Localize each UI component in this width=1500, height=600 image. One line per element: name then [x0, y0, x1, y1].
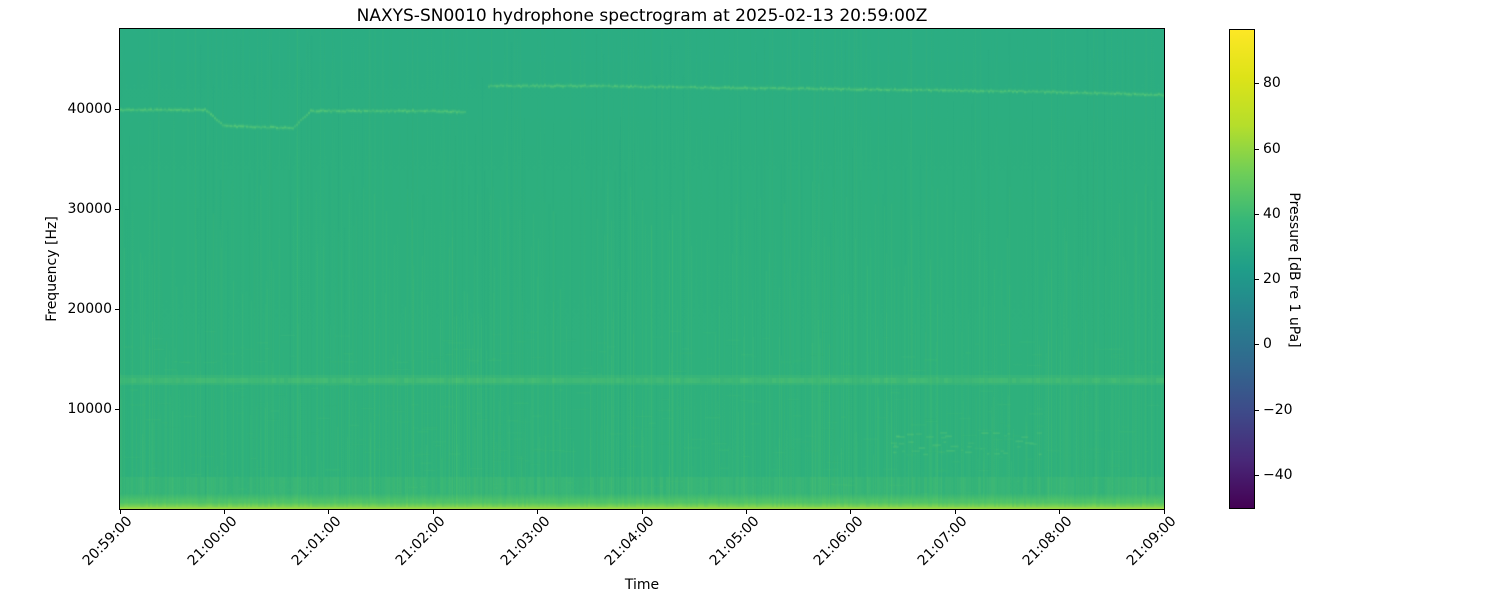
x-tick-label: 21:02:00: [393, 513, 449, 570]
colorbar-tick-label: −40: [1263, 466, 1293, 483]
chart-title: NAXYS-SN0010 hydrophone spectrogram at 2…: [356, 6, 928, 26]
colorbar-tick-mark: [1255, 344, 1259, 346]
x-tick-label: 21:05:00: [706, 513, 763, 570]
x-tick-mark: [850, 510, 852, 514]
y-tick-mark: [115, 208, 119, 210]
x-tick-label: 21:00:00: [184, 513, 241, 570]
spectrogram-plot: [119, 28, 1165, 510]
y-tick-label: 10000: [67, 400, 112, 417]
colorbar-tick-mark: [1255, 148, 1259, 150]
x-tick-label: 21:03:00: [497, 513, 554, 570]
x-tick-mark: [223, 510, 225, 514]
colorbar-tick-mark: [1255, 213, 1259, 215]
x-tick-mark: [745, 510, 747, 514]
y-tick-label: 40000: [67, 100, 112, 117]
x-tick-label: 21:01:00: [288, 513, 345, 570]
y-tick-mark: [115, 308, 119, 310]
x-tick-mark: [119, 510, 121, 514]
x-tick-mark: [537, 510, 539, 514]
x-tick-label: 21:07:00: [915, 513, 971, 570]
colorbar-tick-mark: [1255, 409, 1259, 411]
x-tick-mark: [1059, 510, 1061, 514]
colorbar-tick-label: 0: [1263, 336, 1272, 353]
y-tick-mark: [115, 408, 119, 410]
colorbar-tick-mark: [1255, 279, 1259, 281]
colorbar-tick-mark: [1255, 83, 1259, 85]
colorbar-tick-label: 80: [1263, 75, 1281, 92]
colorbar: [1229, 29, 1255, 509]
x-axis-label: Time: [624, 577, 660, 593]
y-tick-mark: [115, 108, 119, 110]
x-tick-label: 21:06:00: [810, 513, 867, 570]
x-tick-label: 20:59:00: [79, 513, 136, 570]
x-tick-mark: [954, 510, 956, 514]
colorbar-tick-label: 40: [1263, 205, 1281, 222]
x-tick-label: 21:04:00: [601, 513, 658, 570]
y-tick-label: 30000: [67, 200, 112, 217]
x-tick-mark: [432, 510, 434, 514]
spectrogram-heatmap: [120, 29, 1164, 509]
y-tick-label: 20000: [67, 300, 112, 317]
colorbar-tick-label: 20: [1263, 271, 1281, 288]
x-tick-label: 21:08:00: [1019, 513, 1076, 570]
x-tick-mark: [1163, 510, 1165, 514]
colorbar-label: Pressure [dB re 1 uPa]: [1286, 192, 1302, 348]
x-tick-mark: [641, 510, 643, 514]
colorbar-tick-label: −20: [1263, 401, 1293, 418]
x-tick-label: 21:09:00: [1123, 513, 1180, 570]
colorbar-tick-label: 60: [1263, 140, 1281, 157]
colorbar-tick-mark: [1255, 474, 1259, 476]
x-tick-mark: [328, 510, 330, 514]
